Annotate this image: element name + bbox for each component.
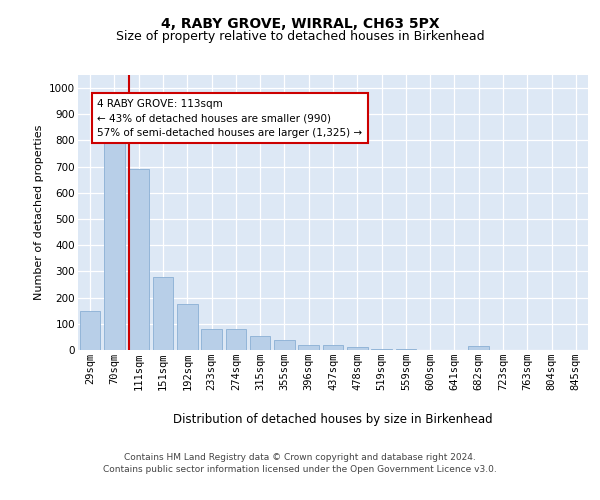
Text: 4 RABY GROVE: 113sqm
← 43% of detached houses are smaller (990)
57% of semi-deta: 4 RABY GROVE: 113sqm ← 43% of detached h…	[97, 98, 362, 138]
Bar	[177, 304, 197, 350]
Bar	[371, 348, 392, 350]
Bar	[104, 132, 125, 350]
Bar	[201, 329, 222, 350]
Y-axis label: Number of detached properties: Number of detached properties	[34, 125, 44, 300]
Bar	[226, 329, 246, 350]
Bar	[152, 276, 173, 350]
Text: Contains public sector information licensed under the Open Government Licence v3: Contains public sector information licen…	[103, 465, 497, 474]
Bar	[323, 345, 343, 350]
Text: Distribution of detached houses by size in Birkenhead: Distribution of detached houses by size …	[173, 412, 493, 426]
Text: Contains HM Land Registry data © Crown copyright and database right 2024.: Contains HM Land Registry data © Crown c…	[124, 452, 476, 462]
Bar	[298, 345, 319, 350]
Bar	[274, 340, 295, 350]
Text: 4, RABY GROVE, WIRRAL, CH63 5PX: 4, RABY GROVE, WIRRAL, CH63 5PX	[161, 18, 439, 32]
Bar	[347, 348, 368, 350]
Text: Size of property relative to detached houses in Birkenhead: Size of property relative to detached ho…	[116, 30, 484, 43]
Bar	[469, 346, 489, 350]
Bar	[250, 336, 271, 350]
Bar	[80, 310, 100, 350]
Bar	[395, 348, 416, 350]
Bar	[128, 170, 149, 350]
